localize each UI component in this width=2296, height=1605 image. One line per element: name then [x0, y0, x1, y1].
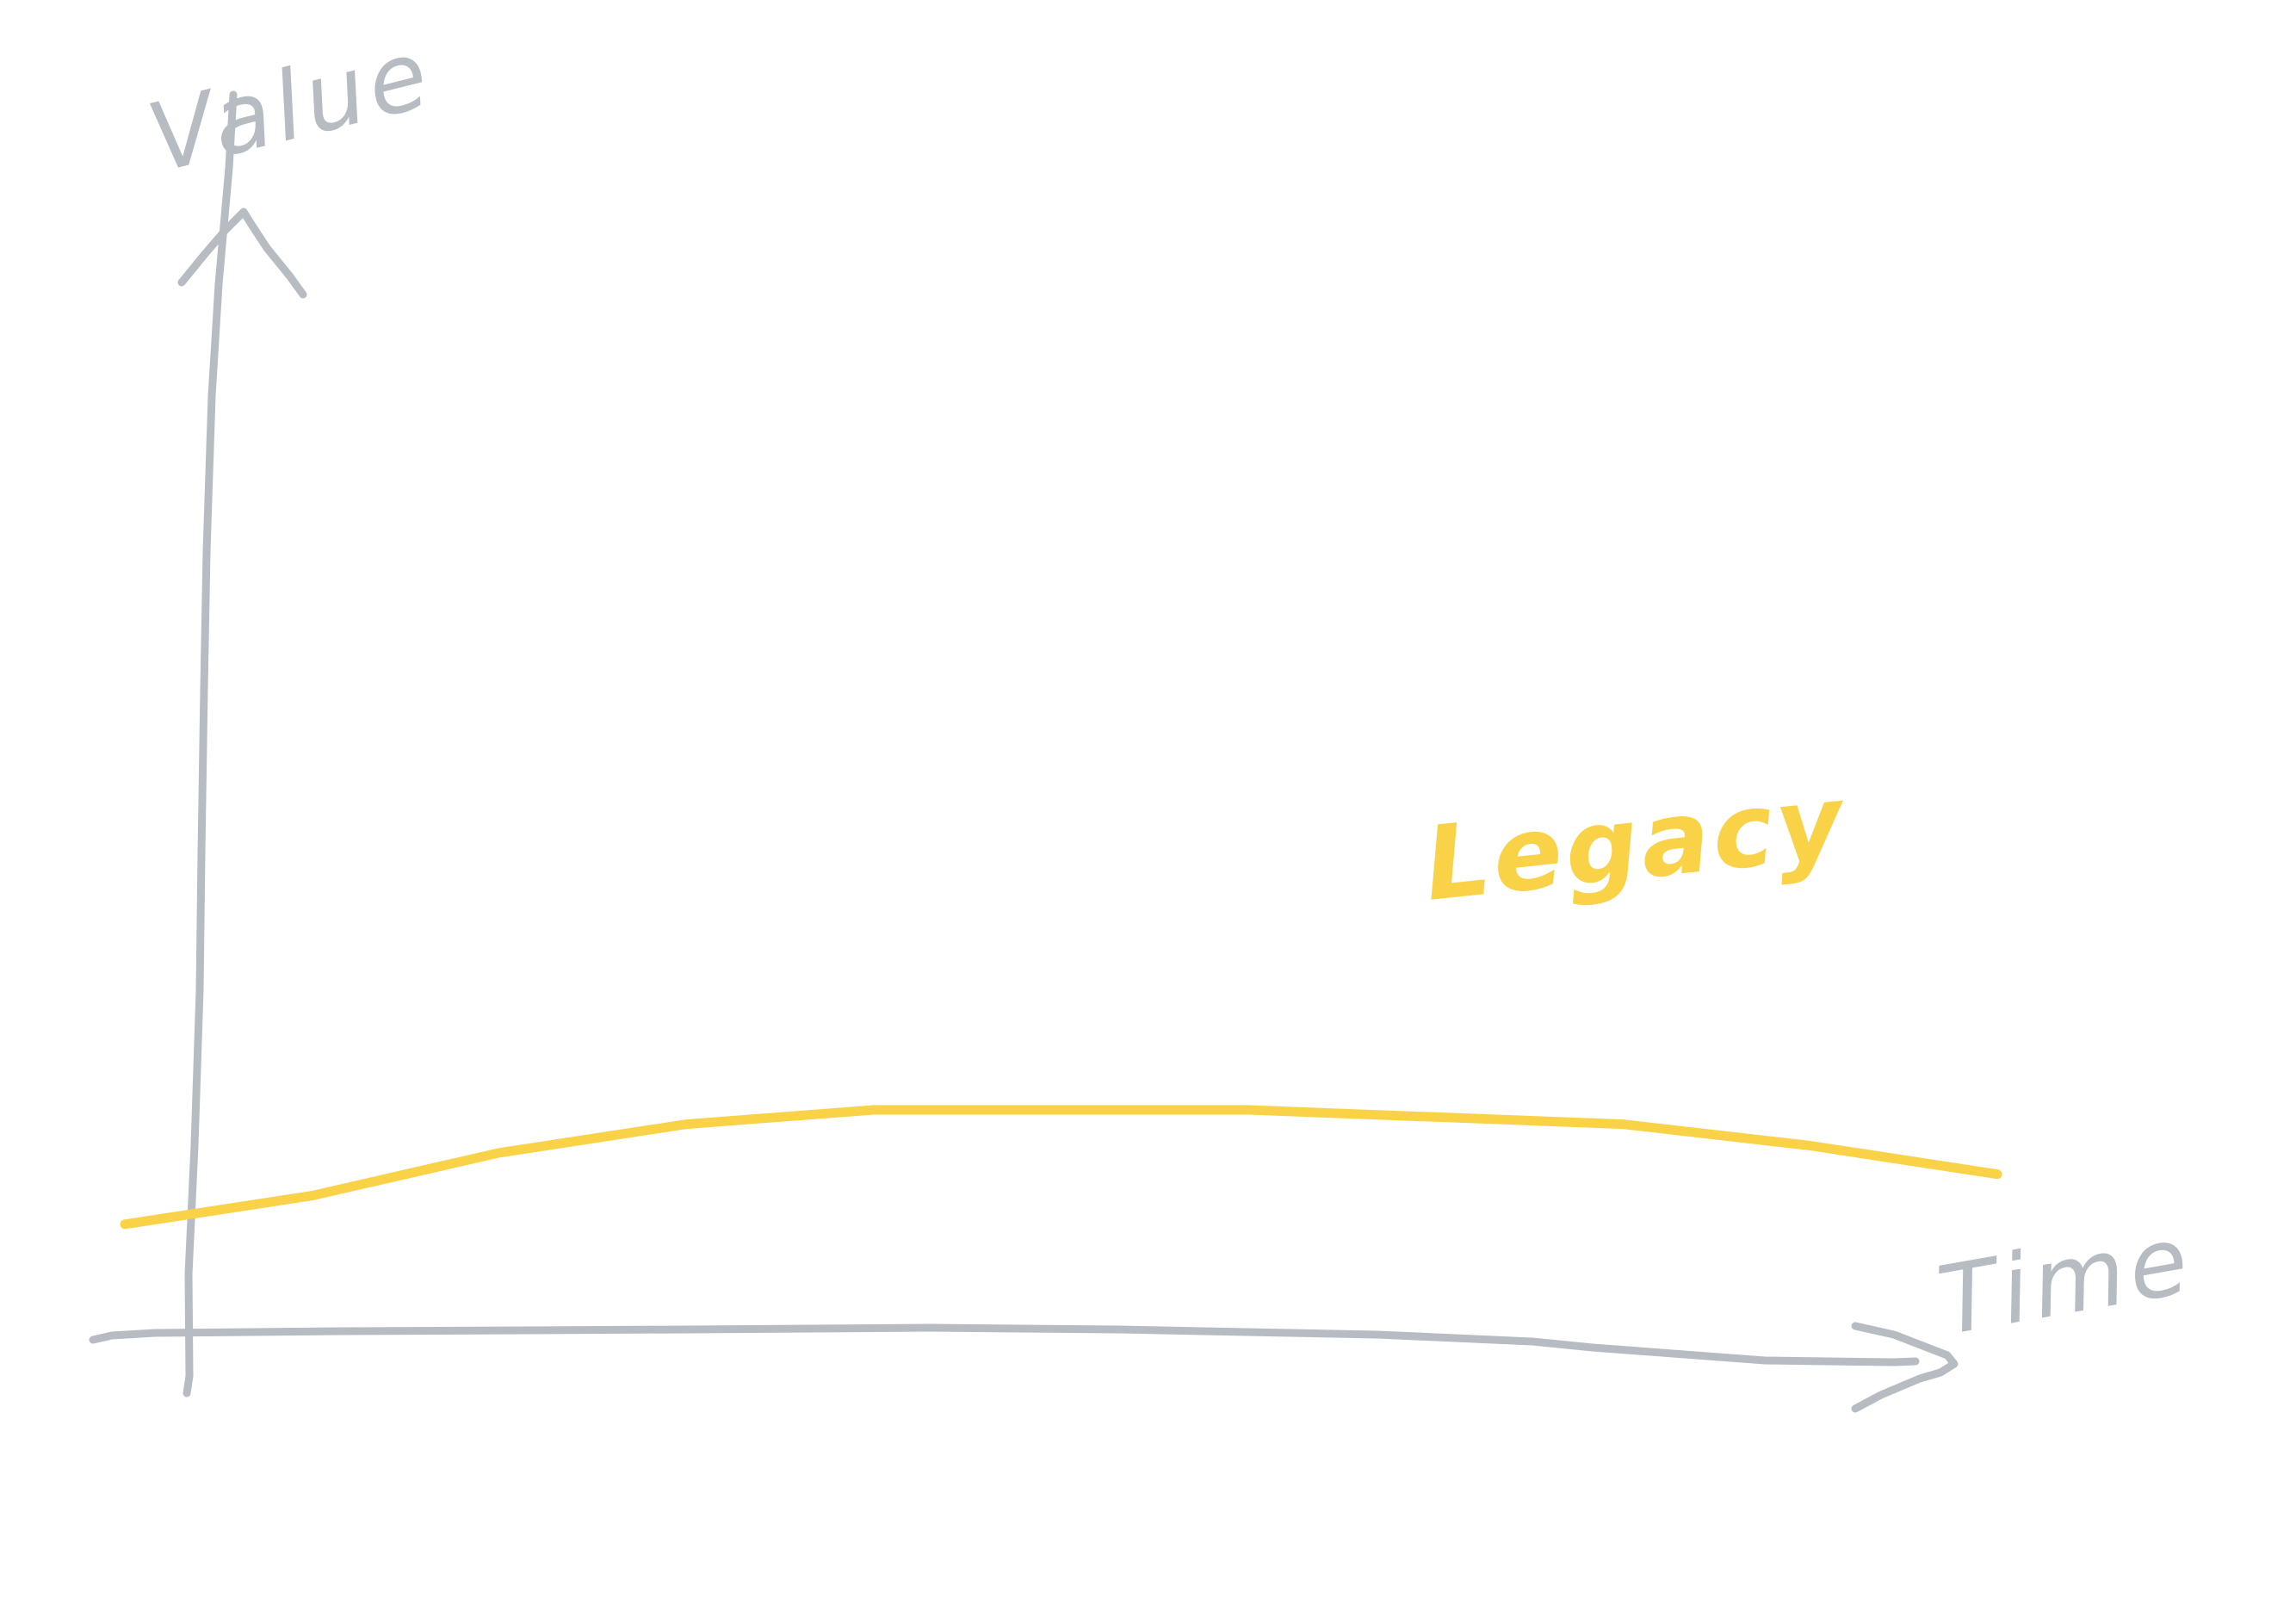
- y-axis-arrowhead: [177, 208, 307, 299]
- series-label-legacy: Legacy: [1420, 761, 1853, 924]
- x-axis-label: Time: [1930, 1204, 2200, 1357]
- series-layer: [120, 1105, 2002, 1230]
- x-axis-arrowhead: [1851, 1322, 1959, 1413]
- y-axis: [183, 90, 238, 1397]
- x-axis: [89, 1323, 1920, 1366]
- series-line-legacy: [120, 1105, 2002, 1230]
- y-axis-label: Value: [138, 17, 443, 194]
